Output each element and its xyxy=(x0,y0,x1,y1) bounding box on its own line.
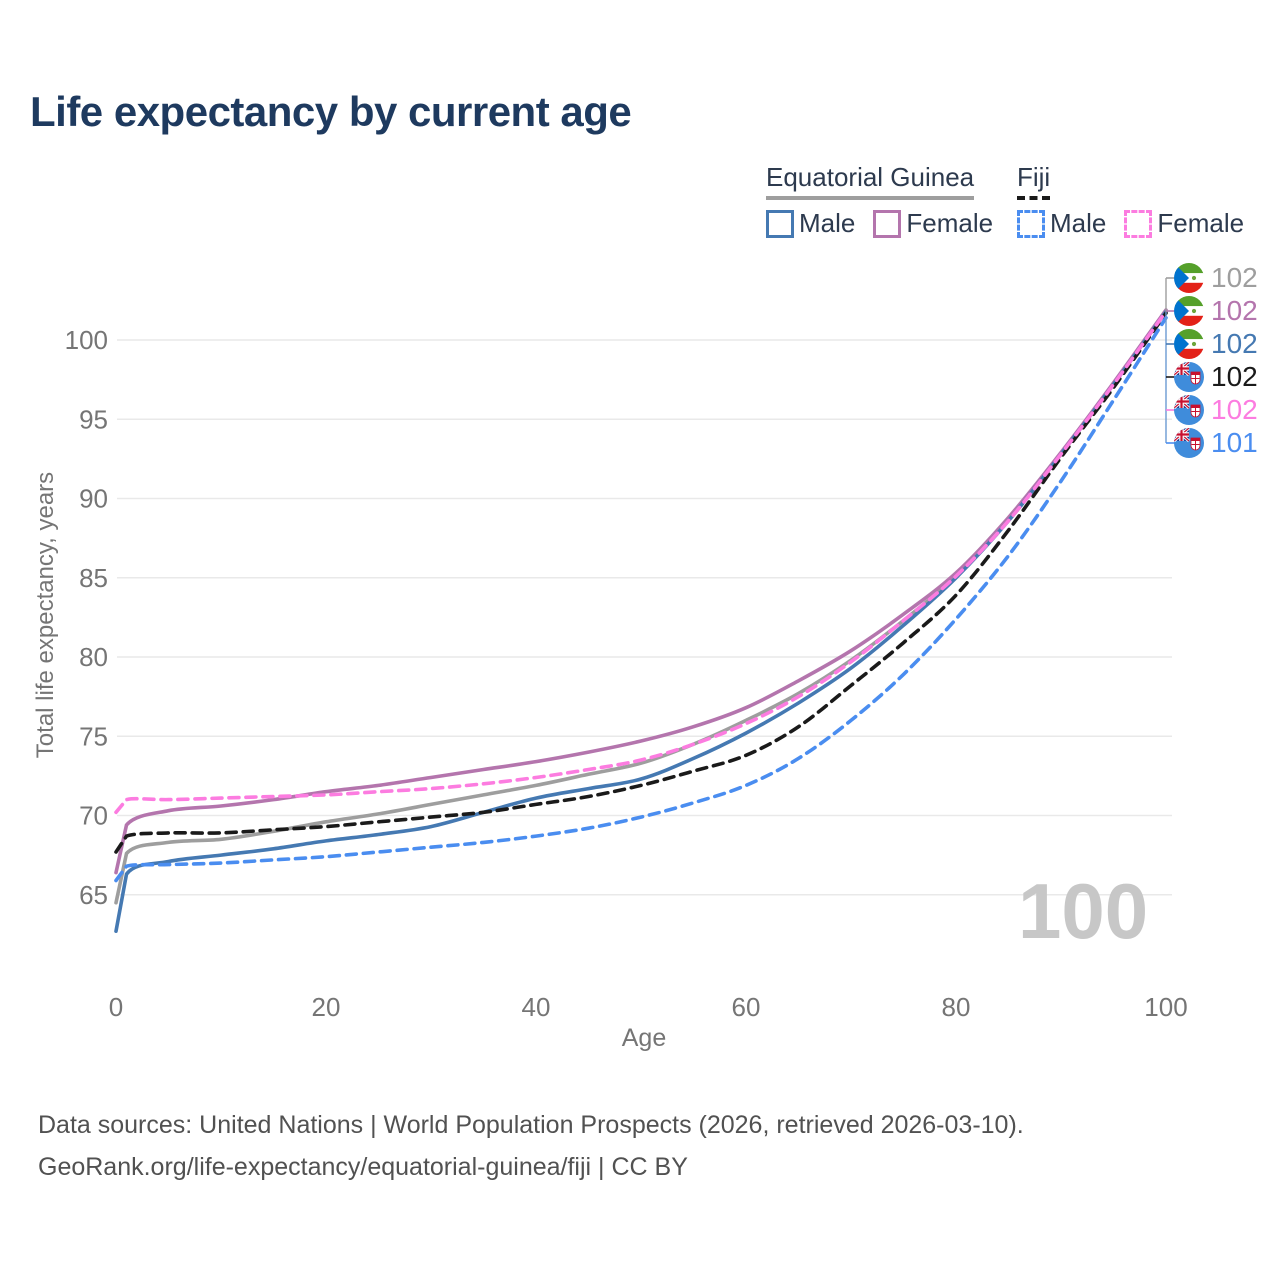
end-label-value: 102 xyxy=(1211,361,1258,392)
legend-swatch-solid-purple-icon xyxy=(873,209,902,238)
series-line-fiji-total xyxy=(114,311,1168,854)
y-axis-title: Total life expectancy, years xyxy=(32,471,59,759)
legend-item-equatorial-guinea-female[interactable]: Female xyxy=(873,208,993,239)
x-tick-label: 20 xyxy=(312,992,341,1022)
legend-group-fiji: Fiji Male Female xyxy=(1017,162,1244,239)
equatorial-guinea-flag-icon xyxy=(1174,296,1204,326)
y-tick-label: 100 xyxy=(65,325,108,355)
y-tick-label: 85 xyxy=(79,563,108,593)
end-label-fiji-4: 102 xyxy=(1174,393,1258,427)
series-line-fiji-female xyxy=(114,309,1168,815)
end-label-fiji-3: 102 xyxy=(1174,360,1258,394)
x-tick-label: 100 xyxy=(1144,992,1187,1022)
legend-item-equatorial-guinea-male[interactable]: Male xyxy=(766,208,855,239)
series-line-equatorial-guinea-total xyxy=(114,309,1168,905)
x-tick-label: 80 xyxy=(942,992,971,1022)
attribution-text: GeoRank.org/life-expectancy/equatorial-g… xyxy=(38,1153,688,1181)
legend-group-equatorial-guinea: Equatorial Guinea Male Female xyxy=(766,162,993,239)
y-tick-label: 75 xyxy=(79,721,108,751)
fiji-flag-icon xyxy=(1174,362,1204,392)
series-line-equatorial-guinea-female xyxy=(114,308,1168,875)
x-tick-label: 40 xyxy=(522,992,551,1022)
end-label-value: 102 xyxy=(1211,394,1258,425)
legend-item-label: Female xyxy=(1157,208,1245,238)
legend-group-title-equatorial-guinea[interactable]: Equatorial Guinea xyxy=(766,162,975,200)
equatorial-guinea-flag-icon xyxy=(1174,329,1204,359)
series-line-fiji-male xyxy=(114,316,1168,883)
end-label-value: 101 xyxy=(1211,427,1258,458)
series-line-equatorial-guinea-male xyxy=(114,309,1168,933)
end-label-value: 102 xyxy=(1211,295,1258,326)
age-counter-watermark: 100 xyxy=(1018,867,1149,955)
legend: Equatorial Guinea Male Female Fiji Male … xyxy=(0,162,1280,242)
y-tick-label: 95 xyxy=(79,404,108,434)
y-tick-label: 80 xyxy=(79,642,108,672)
legend-item-fiji-male[interactable]: Male xyxy=(1017,208,1106,239)
end-label-equatorial-guinea-2: 102 xyxy=(1174,327,1258,361)
legend-item-label: Female xyxy=(906,208,994,238)
x-axis-title: Age xyxy=(621,1024,667,1052)
legend-item-label: Male xyxy=(799,208,856,238)
x-tick-label: 0 xyxy=(109,992,123,1022)
footer: Data sources: United Nations | World Pop… xyxy=(38,1104,1238,1188)
fiji-flag-icon xyxy=(1174,428,1204,458)
end-label-fiji-5: 101 xyxy=(1174,426,1258,460)
end-label-value: 102 xyxy=(1211,262,1258,293)
end-label-equatorial-guinea-1: 102 xyxy=(1174,294,1258,328)
x-tick-label: 60 xyxy=(732,992,761,1022)
fiji-flag-icon xyxy=(1174,395,1204,425)
end-label-value: 102 xyxy=(1211,328,1258,359)
data-sources-text: Data sources: United Nations | World Pop… xyxy=(38,1111,1024,1139)
legend-item-label: Male xyxy=(1050,208,1107,238)
y-tick-label: 70 xyxy=(79,801,108,831)
legend-swatch-dashed-blue-icon xyxy=(1017,209,1045,238)
page-title: Life expectancy by current age xyxy=(30,88,632,135)
y-tick-label: 90 xyxy=(79,484,108,514)
legend-item-fiji-female[interactable]: Female xyxy=(1124,208,1244,239)
y-tick-label: 65 xyxy=(79,880,108,910)
legend-swatch-solid-blue-icon xyxy=(766,209,794,238)
end-label-equatorial-guinea-0: 102 xyxy=(1174,261,1258,295)
equatorial-guinea-flag-icon xyxy=(1174,263,1204,293)
legend-group-title-fiji[interactable]: Fiji xyxy=(1017,162,1051,200)
legend-swatch-dashed-pink-icon xyxy=(1124,209,1153,238)
